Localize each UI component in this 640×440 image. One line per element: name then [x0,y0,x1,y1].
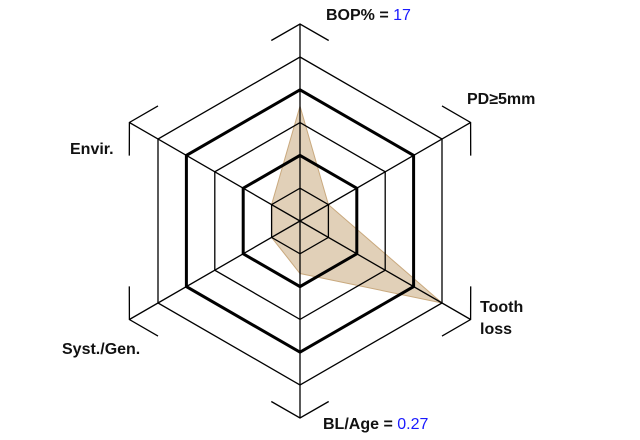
axis-label-pd: PD≥5mm [467,91,536,108]
axis-cap-syst [128,286,159,337]
axis-line-envir [129,121,301,222]
tooth-loss-line2: loss [480,321,513,338]
bl-age-equals: = [379,416,398,433]
tooth-loss-line1: Tooth [480,299,524,316]
axis-cap-pd [441,105,472,156]
bl-age-label: BL/Age [323,416,379,433]
bl-age-value: 0.27 [397,416,429,433]
axis-line-tooth [299,220,471,321]
axis-label-envir: Envir. [70,141,114,158]
axis-cap-bop [270,23,330,42]
axis-cap-envir [128,105,159,156]
axis-line-pd [299,121,471,222]
axis-label-bl-age: BL/Age = 0.27 [323,414,428,436]
bop-label: BOP% [326,7,375,24]
axis-label-bop: BOP% = 17 [326,5,411,27]
bop-equals: = [374,7,394,24]
axis-label-syst-gen: Syst./Gen. [62,341,141,358]
bop-value: 17 [393,7,411,24]
axis-line-syst [129,220,301,321]
axis-label-tooth-loss: Tooth loss [480,297,523,341]
axis-cap-blage [270,400,330,419]
axis-cap-tooth [441,286,472,337]
